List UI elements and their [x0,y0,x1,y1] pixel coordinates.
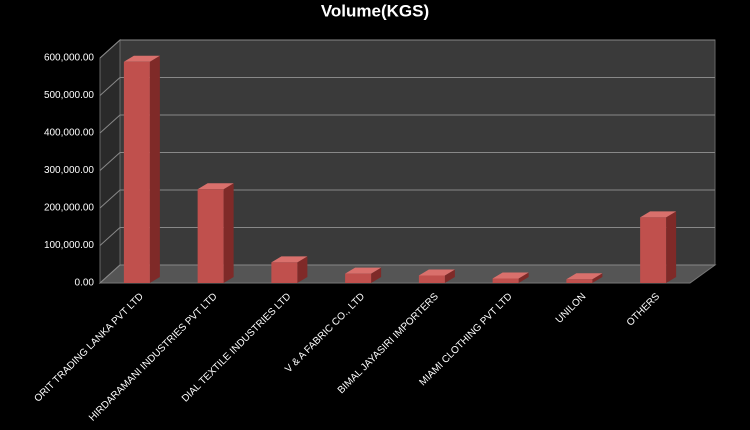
x-tick-label: UNILON [554,291,589,326]
bar-side [592,273,603,283]
grid-line [99,114,715,134]
bar-side [518,272,529,283]
grid-line [99,39,715,59]
bar [345,273,372,283]
bar-top [492,272,529,279]
grid-line [99,77,715,96]
y-tick-label: 500,000.00 [44,90,94,101]
grid-line [99,152,715,171]
bar-top [345,267,382,274]
bar-side [297,256,308,283]
chart-title: Volume(KGS) [321,1,429,20]
y-tick-label: 600,000.00 [44,53,94,64]
bar [566,279,593,283]
bar-side [149,55,160,283]
bar-top [123,55,160,62]
bar-side [444,269,455,283]
bar-side [223,183,234,283]
bar [271,262,298,283]
y-tick-label: 0.00 [75,278,95,289]
bar-top [197,183,234,190]
bar-top [271,256,308,263]
bar [197,189,224,283]
x-tick-label: OTHERS [625,291,662,328]
bar [418,275,445,283]
bar-top [418,269,455,276]
y-tick-label: 400,000.00 [44,128,94,139]
bar-top [566,273,603,280]
x-tick-label: V & A FABRIC CO., LTD [283,291,367,375]
grid-line [99,264,715,284]
grid-line [99,189,715,209]
x-tick-label: HIRDARAMANI INDUSTRIES PVT LTD [87,291,219,423]
y-tick-label: 100,000.00 [44,240,94,251]
y-tick-label: 300,000.00 [44,165,94,176]
bar-top [640,211,677,218]
bar-side [666,211,677,283]
bar [123,61,150,283]
bar [492,278,519,283]
grid-line [99,227,715,246]
bar-side [371,267,382,283]
bar [640,217,667,283]
floor [98,264,717,284]
y-tick-label: 200,000.00 [44,203,94,214]
